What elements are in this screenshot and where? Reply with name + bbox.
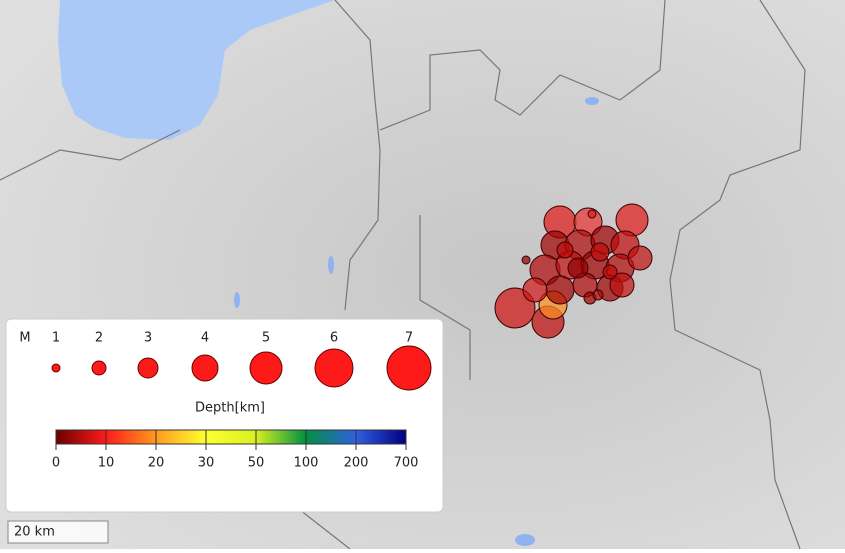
magnitude-symbol: [137, 357, 159, 379]
lake: [58, 0, 335, 140]
magnitude-symbol: [51, 363, 61, 373]
magnitude-symbol: [249, 351, 283, 385]
depth-tick-label: 0: [52, 456, 60, 471]
depth-tick-label: 20: [148, 456, 165, 471]
depth-tick-label: 700: [394, 456, 419, 471]
magnitude-tick-label: 2: [95, 331, 103, 346]
depth-tick-label: 200: [344, 456, 369, 471]
earthquakes: [494, 203, 653, 339]
magnitude-legend: 1 2 3 4 5 6 7: [51, 331, 432, 391]
magnitude-symbol: [314, 348, 354, 388]
depth-tick-label: 50: [248, 456, 265, 471]
depth-legend: 0 10 20 30 50 100 200 700: [52, 429, 419, 471]
magnitude-tick-label: 3: [144, 331, 152, 346]
magnitude-tick-label: 1: [52, 331, 60, 346]
scale-bar: [7, 520, 109, 544]
boundaries: [0, 0, 806, 550]
magnitude-tick-label: 6: [330, 331, 338, 346]
depth-tick-label: 30: [198, 456, 215, 471]
magnitude-label: M: [19, 331, 30, 346]
magnitude-tick-label: 7: [405, 331, 413, 346]
scale-bar-label: 20 km: [14, 525, 55, 540]
depth-title: Depth[km]: [195, 401, 265, 416]
magnitude-symbol: [191, 354, 219, 382]
magnitude-tick-label: 4: [201, 331, 209, 346]
magnitude-symbol: [386, 345, 432, 391]
depth-tick-label: 10: [98, 456, 115, 471]
depth-tick-label: 100: [294, 456, 319, 471]
magnitude-symbol: [91, 360, 107, 376]
magnitude-tick-label: 5: [262, 331, 270, 346]
small-lakes: [234, 97, 599, 546]
legend-box: [5, 318, 444, 513]
depth-color-bar: [55, 429, 407, 445]
